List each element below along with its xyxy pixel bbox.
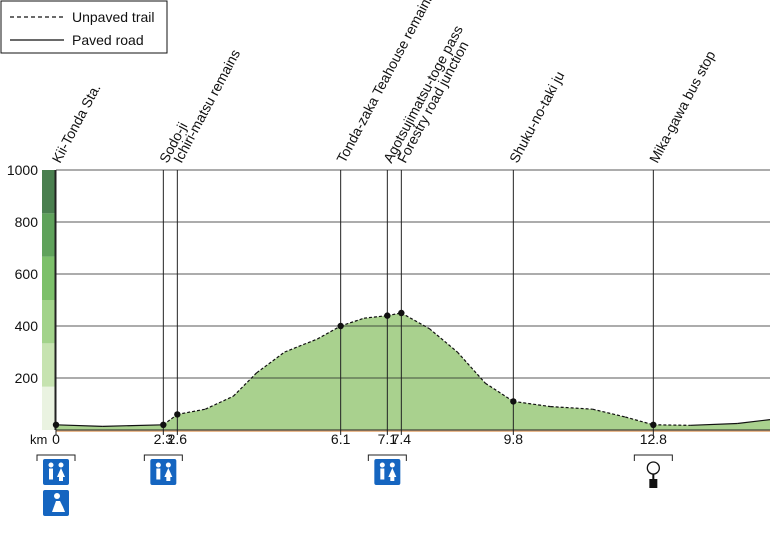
profile-segment-paved <box>55 424 103 427</box>
profile-segment-unpaved <box>340 317 365 327</box>
profile-segment-unpaved <box>485 382 514 402</box>
bus-stop-icon-base <box>649 479 658 488</box>
bus-stop-icon-pole <box>652 474 655 480</box>
profile-segment-unpaved <box>592 408 626 418</box>
toilet-icon-woman-body <box>388 468 397 477</box>
waypoint-name: Ichiri-matsu remains <box>170 47 243 166</box>
toilet-icon-woman-head <box>389 462 395 468</box>
plot-area <box>55 169 770 432</box>
waypoint-name: Shuku-no-taki ju <box>506 69 568 166</box>
x-tick-label: 6.1 <box>331 431 351 447</box>
toilet-icon-bg <box>150 459 177 485</box>
profile-segment-unpaved <box>653 424 691 426</box>
profile-segment-paved <box>690 422 738 426</box>
toilet-icon-man-body <box>380 468 385 480</box>
waypoint-marker <box>398 309 405 317</box>
x-axis-unit-label: km <box>30 432 47 447</box>
bus-stop-icon-sign <box>646 461 660 475</box>
toilet-icon-woman-legs <box>390 477 395 481</box>
y-axis: 1000 800 600 400 200 <box>7 162 56 430</box>
toilet-icon-woman-legs <box>59 477 63 481</box>
legend: Unpaved trail Paved road <box>0 0 168 54</box>
profile-segment-unpaved <box>428 328 458 353</box>
icon-bracket <box>36 454 76 461</box>
toilet-icon <box>374 459 401 485</box>
toilet-icon-man-body <box>49 468 53 480</box>
icon-bracket <box>633 454 673 461</box>
x-tick-label: 9.8 <box>504 431 524 447</box>
x-tick-label: 7.1 <box>378 431 398 447</box>
bus-stop-icon <box>646 461 660 488</box>
profile-segment-unpaved <box>205 395 234 410</box>
x-tick-label: 7.4 <box>392 431 412 447</box>
legend-unpaved-label: Unpaved trail <box>72 9 155 25</box>
toilet-icon-woman-legs <box>166 477 171 481</box>
elevation-scale-band <box>42 213 55 257</box>
waypoint-marker <box>337 322 344 330</box>
rest-area-icon-body <box>52 501 65 512</box>
elevation-area <box>56 313 770 430</box>
toilet-icon-woman-head <box>58 462 64 468</box>
icon-bracket <box>143 454 183 461</box>
profile-segment-paved <box>737 419 770 425</box>
toilet-icon-man-head <box>48 462 54 468</box>
toilet-icon-man-body <box>156 468 161 480</box>
profile-segment-unpaved <box>401 312 430 330</box>
toilet-icon-bg <box>374 459 401 485</box>
toilet-icon <box>43 459 69 485</box>
elevation-scale-band <box>42 256 55 300</box>
profile-segment-unpaved <box>550 406 593 410</box>
y-tick-label: 800 <box>15 214 39 230</box>
x-tick-label: 2.6 <box>168 431 188 447</box>
waypoint-marker <box>650 421 657 428</box>
y-tick-label: 1000 <box>7 162 38 178</box>
elevation-scale-band <box>42 170 55 214</box>
elevation-scale-band <box>42 343 55 387</box>
profile-segment-paved <box>102 424 164 427</box>
elevation-scale-band <box>42 300 55 344</box>
toilet-icon-woman-head <box>165 462 171 468</box>
x-tick-label: 12.8 <box>640 431 667 447</box>
toilet-icon-woman-body <box>57 468 65 477</box>
profile-segment-unpaved <box>256 351 286 374</box>
toilet-icon-man-head <box>379 462 385 468</box>
profile-segment-unpaved <box>456 351 486 384</box>
legend-box <box>0 0 168 54</box>
toilet-icon-woman-body <box>164 468 173 477</box>
y-tick-label: 200 <box>15 370 39 386</box>
y-tick-label: 400 <box>15 318 39 334</box>
waypoint-name: Kii-Tonda Sta. <box>49 81 104 165</box>
profile-segment-unpaved <box>513 400 551 408</box>
waypoint-marker <box>174 411 181 418</box>
x-tick-label: 2.3 <box>154 431 174 447</box>
waypoint-marker <box>160 421 167 428</box>
profile-segment-unpaved <box>284 338 318 353</box>
toilet-icon-bg <box>43 459 69 485</box>
waypoint-marker <box>52 421 60 428</box>
toilet-icon-man-head <box>155 462 161 468</box>
profile-segment-unpaved <box>317 325 341 340</box>
x-axis: km 0 2.32.6 6.1 7.17.4 9.8 12.8 <box>30 431 667 447</box>
profile-segment-unpaved <box>363 315 388 319</box>
toilet-icon <box>150 459 177 485</box>
profile-segment-unpaved <box>232 372 258 397</box>
waypoint-name: Mika-gawa bus stop <box>646 48 719 166</box>
waypoint-marker <box>510 398 517 405</box>
icon-bracket <box>367 454 407 461</box>
x-tick-label: 0 <box>52 431 60 447</box>
rest-area-icon <box>43 490 69 516</box>
rest-area-icon-head <box>54 493 60 499</box>
facility-icons <box>36 454 673 516</box>
waypoint-marker <box>384 312 391 319</box>
y-tick-label: 600 <box>15 266 39 282</box>
elevation-scale-band <box>42 386 55 430</box>
legend-paved-label: Paved road <box>72 32 144 48</box>
